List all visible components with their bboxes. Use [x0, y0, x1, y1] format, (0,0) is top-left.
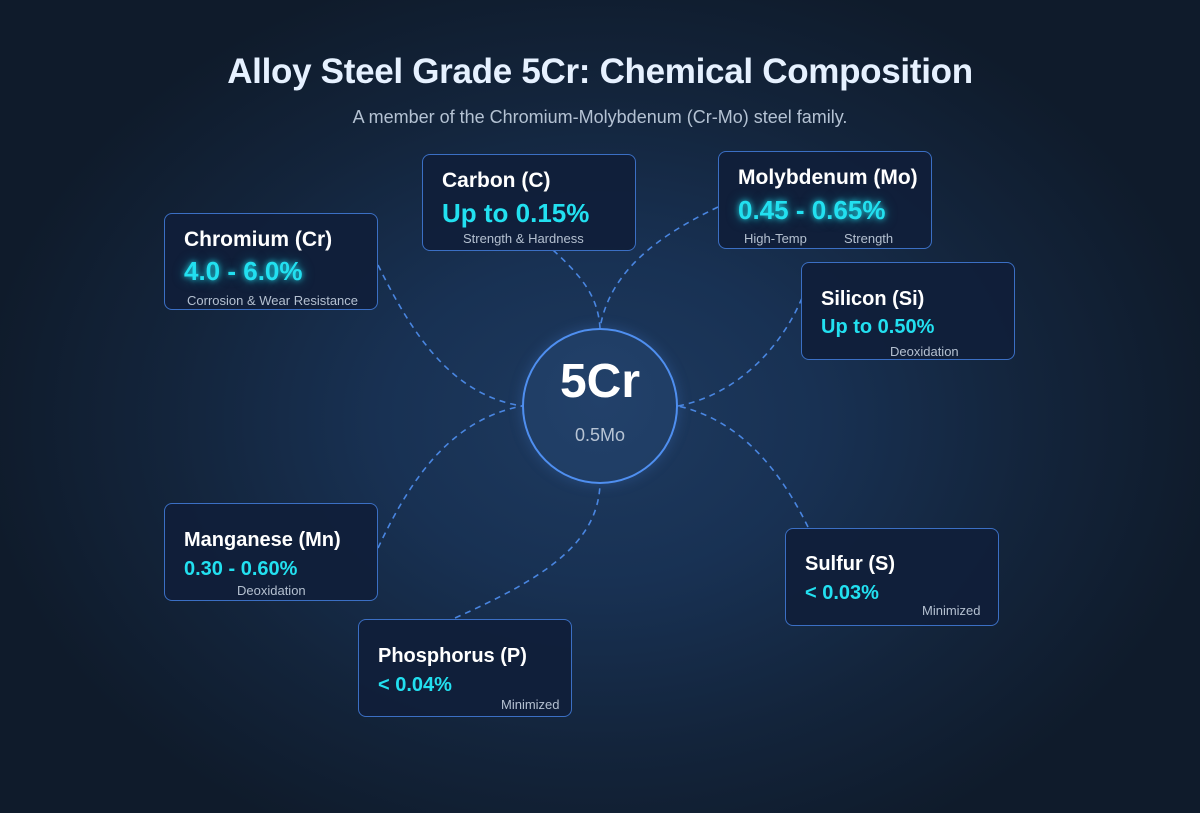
- element-name: Sulfur (S): [805, 553, 895, 575]
- link-carbon: [552, 249, 601, 329]
- link-phosphorus: [454, 483, 601, 619]
- hub-sublabel: 0.5Mo: [574, 425, 626, 445]
- element-card-silicon: Silicon (Si) Up to 0.50% Deoxidation: [801, 262, 1015, 360]
- element-card-carbon: Carbon (C) Up to 0.15% Strength & Hardne…: [422, 154, 636, 251]
- element-role: Minimized: [501, 697, 560, 712]
- link-manganese: [377, 405, 523, 549]
- element-value: < 0.03%: [805, 582, 879, 604]
- element-name: Chromium (Cr): [184, 228, 333, 251]
- element-role: Deoxidation: [237, 583, 306, 598]
- page-title: Alloy Steel Grade 5Cr: Chemical Composit…: [227, 52, 973, 91]
- element-value: Up to 0.50%: [821, 316, 935, 338]
- element-card-phosphorus: Phosphorus (P) < 0.04% Minimized: [358, 619, 572, 717]
- element-role: Corrosion & Wear Resistance: [187, 293, 359, 308]
- element-value: 0.30 - 0.60%: [184, 558, 298, 580]
- element-card-sulfur: Sulfur (S) < 0.03% Minimized: [785, 528, 999, 626]
- element-role: Minimized: [922, 603, 981, 618]
- element-name: Molybdenum (Mo): [738, 166, 918, 189]
- element-role: Deoxidation: [890, 344, 959, 359]
- element-card-manganese: Manganese (Mn) 0.30 - 0.60% Deoxidation: [164, 503, 378, 601]
- element-value: 0.45 - 0.65%: [738, 195, 886, 225]
- hub-label: 5Cr: [559, 355, 641, 408]
- element-value: Up to 0.15%: [442, 198, 590, 228]
- element-name: Silicon (Si): [821, 288, 925, 310]
- element-value: 4.0 - 6.0%: [184, 256, 303, 286]
- element-role: High-Temp Strength: [744, 231, 894, 246]
- link-chromium: [377, 264, 523, 407]
- element-value: < 0.04%: [378, 674, 452, 696]
- element-card-molybdenum: Molybdenum (Mo) 0.45 - 0.65% High-Temp St…: [718, 151, 932, 249]
- element-name: Phosphorus (P): [378, 645, 527, 667]
- page-subtitle: A member of the Chromium-Molybdenum (Cr-…: [352, 107, 848, 127]
- link-sulfur: [677, 405, 809, 528]
- element-name: Carbon (C): [442, 169, 551, 192]
- link-molybdenum: [599, 206, 719, 329]
- element-card-chromium: Chromium (Cr) 4.0 - 6.0% Corrosion & Wea…: [164, 213, 378, 310]
- grade-hub-circle: 5Cr 0.5Mo: [522, 328, 678, 484]
- link-silicon: [677, 297, 803, 407]
- element-name: Manganese (Mn): [184, 529, 341, 551]
- element-role: Strength & Hardness: [463, 231, 584, 246]
